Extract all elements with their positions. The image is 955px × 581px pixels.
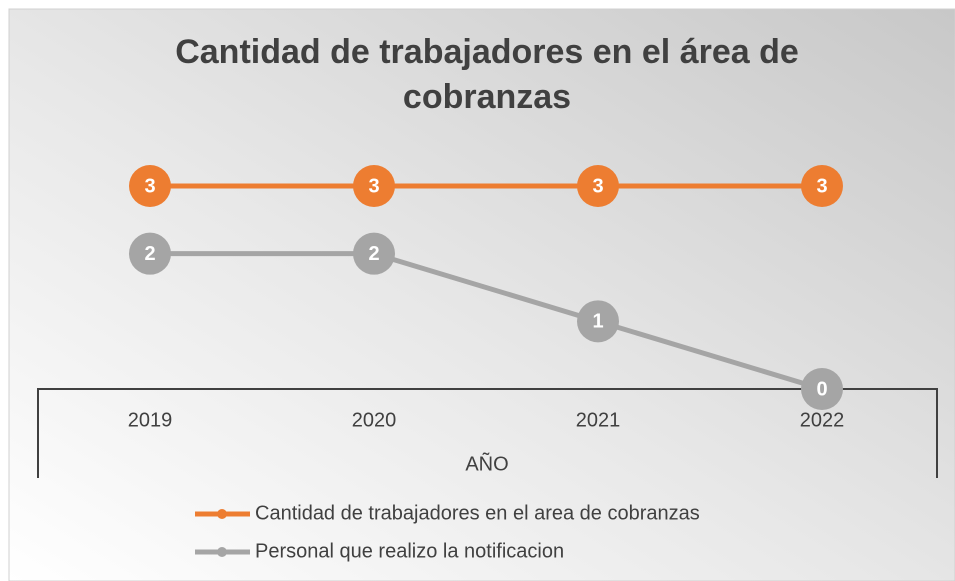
data-point bbox=[129, 165, 171, 207]
x-tick-label: 2019 bbox=[128, 409, 173, 431]
data-label: 2 bbox=[144, 243, 155, 265]
data-point bbox=[801, 368, 843, 410]
x-tick-label: 2020 bbox=[352, 409, 397, 431]
data-label: 0 bbox=[816, 378, 827, 400]
legend-marker bbox=[217, 509, 227, 519]
data-label: 3 bbox=[816, 175, 827, 197]
x-tick-label: 2022 bbox=[800, 409, 845, 431]
data-point bbox=[353, 165, 395, 207]
data-label: 1 bbox=[592, 311, 603, 333]
data-label: 2 bbox=[368, 243, 379, 265]
x-axis-label: AÑO bbox=[465, 451, 508, 475]
legend-marker bbox=[217, 547, 227, 557]
data-point bbox=[129, 232, 171, 275]
data-point bbox=[801, 165, 843, 207]
legend-label: Cantidad de trabajadores en el area de c… bbox=[255, 502, 700, 524]
data-label: 3 bbox=[592, 175, 603, 197]
data-point bbox=[577, 300, 619, 343]
data-point bbox=[353, 232, 395, 275]
axis-frame bbox=[37, 388, 938, 478]
chart-background bbox=[8, 8, 955, 581]
chart-title: Cantidad de trabajadores en el área de c… bbox=[175, 33, 799, 116]
legend-label: Personal que realizo la notificacion bbox=[255, 540, 564, 562]
data-label: 3 bbox=[144, 175, 155, 197]
x-tick-label: 2021 bbox=[576, 409, 621, 431]
data-point bbox=[577, 165, 619, 207]
data-label: 3 bbox=[368, 175, 379, 197]
series-line bbox=[150, 251, 823, 392]
